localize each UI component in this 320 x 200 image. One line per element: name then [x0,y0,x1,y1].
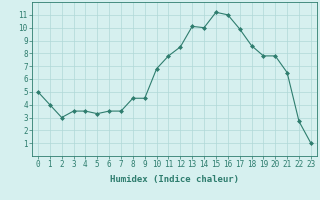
X-axis label: Humidex (Indice chaleur): Humidex (Indice chaleur) [110,175,239,184]
